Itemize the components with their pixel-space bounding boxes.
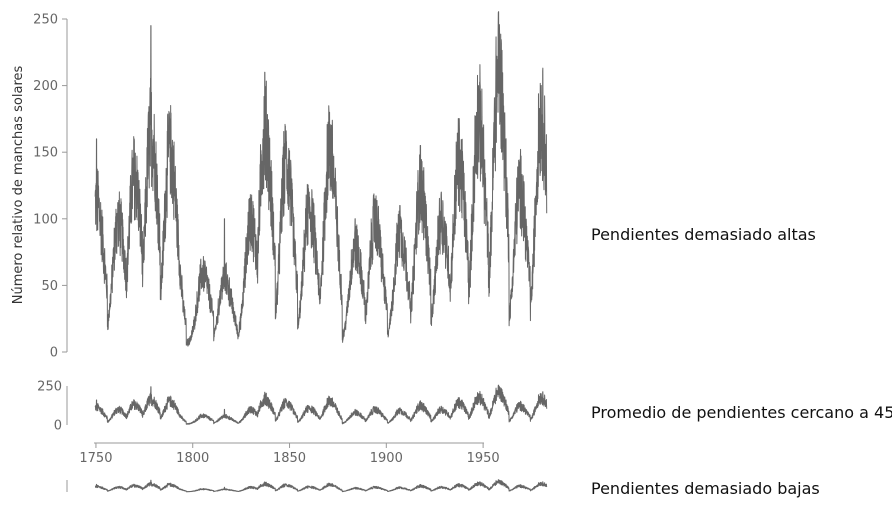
panel-label-tall: Pendientes demasiado altas: [591, 225, 816, 244]
series-line-flat: [94, 479, 548, 493]
panel-tall: 0 50 100 150 200 250 Número relativo de manch…: [11, 11, 816, 361]
x-tick-label: 1750: [79, 451, 112, 466]
y-ticks-medium: 0 250: [37, 380, 62, 434]
panel-label-medium: Promedio de pendientes cercano a 45: [591, 403, 892, 422]
y-tick-label: 0: [50, 346, 58, 361]
series-line-medium: [94, 384, 548, 425]
y-axis-title: Número relativo de manchas solares: [11, 66, 26, 305]
panel-label-flat: Pendientes demasiado bajas: [591, 479, 820, 498]
x-ticks: 1750 1800 1850 1900 1950: [79, 443, 500, 466]
y-tick-label: 100: [33, 212, 58, 227]
panel-medium: 0 250 1750 1800 1850 1900 1950 Promedio de pe…: [37, 380, 892, 467]
y-ticks-tall: 0 50 100 150 200 250: [33, 13, 67, 361]
series-line-tall: [94, 11, 548, 347]
y-tick-label: 0: [54, 419, 62, 434]
x-tick-label: 1800: [176, 451, 209, 466]
x-tick-label: 1850: [273, 451, 306, 466]
y-tick-label: 250: [33, 13, 58, 28]
x-tick-label: 1950: [467, 451, 500, 466]
panel-flat: Pendientes demasiado bajas: [66, 479, 820, 498]
y-tick-label: 150: [33, 146, 58, 161]
y-tick-label: 50: [41, 279, 58, 294]
y-tick-label: 250: [37, 380, 62, 395]
y-tick-label: 200: [33, 79, 58, 94]
x-tick-label: 1900: [370, 451, 403, 466]
